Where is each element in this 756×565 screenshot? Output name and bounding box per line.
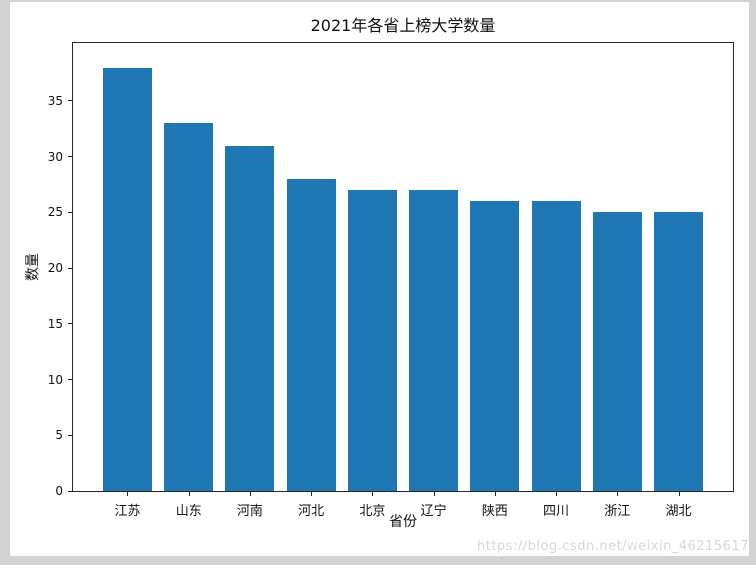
y-tick-label: 5 xyxy=(55,428,63,443)
bar-湖北 xyxy=(654,212,703,491)
x-tick-label: 北京 xyxy=(359,504,386,519)
x-tick-mark xyxy=(188,491,190,496)
x-tick-mark xyxy=(494,491,496,496)
x-tick-label: 河北 xyxy=(298,504,325,519)
bar-河南 xyxy=(225,145,275,491)
x-tick-mark xyxy=(372,491,374,496)
chart-title: 2021年各省上榜大学数量 xyxy=(310,16,496,35)
y-tick-label: 35 xyxy=(47,93,63,108)
x-tick-mark xyxy=(127,491,129,496)
y-tick-label: 15 xyxy=(47,316,63,331)
watermark: https://blog.csdn.net/weixin_46215617 xyxy=(476,539,749,554)
bar-辽宁 xyxy=(409,190,459,491)
y-tick-mark xyxy=(68,323,73,325)
x-tick-mark xyxy=(678,491,680,496)
x-axis-label: 省份 xyxy=(389,514,417,530)
x-tick-mark xyxy=(311,491,313,496)
x-tick-mark xyxy=(617,491,619,496)
bar-河北 xyxy=(286,178,336,491)
y-tick-mark xyxy=(68,267,73,269)
bar-陕西 xyxy=(470,201,520,491)
x-tick-label: 陕西 xyxy=(481,504,508,519)
bar-北京 xyxy=(347,190,397,491)
y-tick-mark xyxy=(68,156,73,158)
y-axis-label: 数量 xyxy=(25,253,41,281)
y-tick-label: 10 xyxy=(47,372,63,387)
y-tick-mark xyxy=(68,379,73,381)
figure-canvas: 2021年各省上榜大学数量 江苏 山东 河南 河北 北京 辽宁 陕西 四川 浙江 湖北 0 5 10 15… xyxy=(10,2,749,556)
y-tick-label: 30 xyxy=(47,149,63,164)
x-tick-label: 浙江 xyxy=(604,504,631,519)
x-tick-label: 湖北 xyxy=(665,504,692,519)
bar-山东 xyxy=(164,123,214,491)
x-tick-label: 四川 xyxy=(543,504,570,519)
y-tick-mark xyxy=(68,211,73,213)
y-tick-label: 20 xyxy=(47,261,63,276)
plot-area: 江苏 山东 河南 河北 北京 辽宁 陕西 四川 浙江 湖北 0 5 10 15 20 25 30 35 xyxy=(48,42,734,519)
y-tick-label: 0 xyxy=(55,484,63,498)
y-tick-label: 25 xyxy=(47,205,63,220)
y-tick-mark xyxy=(68,490,73,492)
x-tick-mark xyxy=(433,491,435,496)
x-tick-label: 山东 xyxy=(175,504,202,519)
y-tick-mark xyxy=(68,434,73,436)
y-tick-mark xyxy=(68,100,73,102)
x-tick-mark xyxy=(249,491,251,496)
x-tick-label: 辽宁 xyxy=(420,504,447,519)
bar-浙江 xyxy=(592,212,642,491)
x-tick-label: 河南 xyxy=(236,504,263,519)
x-tick-label: 江苏 xyxy=(114,504,141,519)
bar-四川 xyxy=(531,201,581,491)
bar-江苏 xyxy=(103,67,152,491)
x-tick-mark xyxy=(556,491,558,496)
